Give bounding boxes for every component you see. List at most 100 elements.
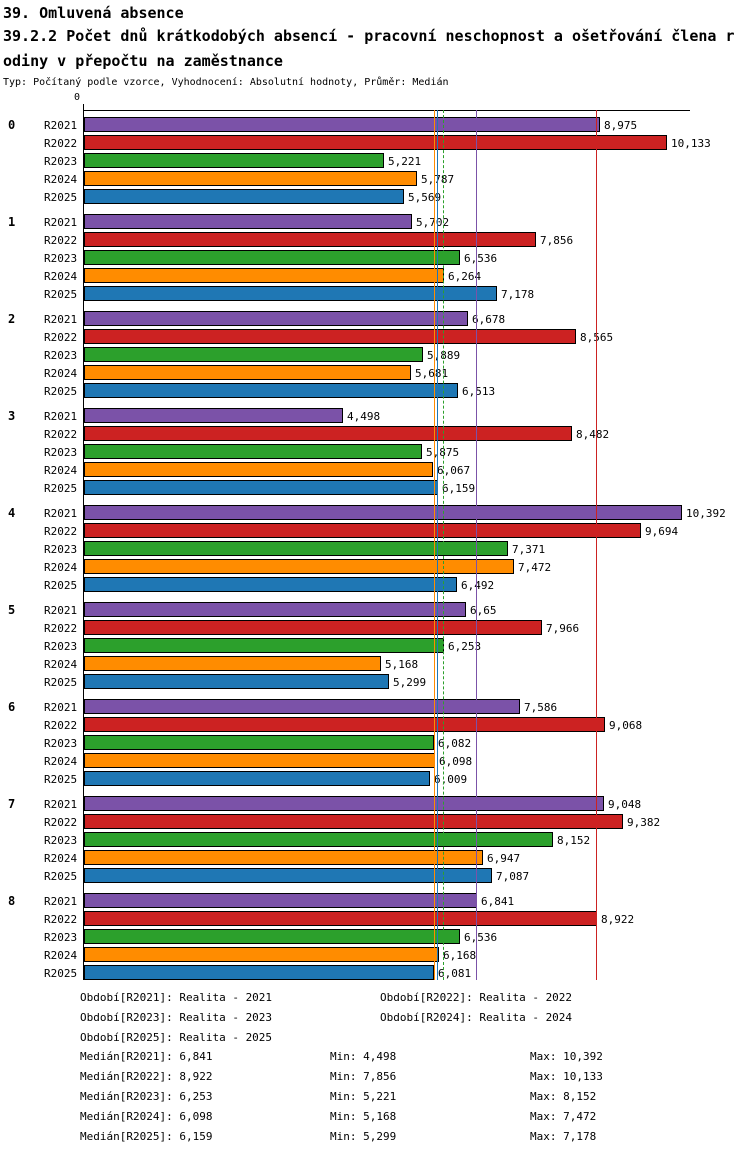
bar-7-R2025	[84, 868, 492, 883]
bar-series-label-7-R2022: R2022	[44, 816, 78, 829]
bar-value-5-R2024: 5,168	[385, 658, 419, 671]
bar-0-R2025	[84, 189, 404, 204]
bar-1-R2021	[84, 214, 412, 229]
bar-value-3-R2025: 6,159	[442, 482, 476, 495]
legend: Období[R2021]: Realita - 2021 Období[R20…	[0, 991, 750, 1049]
bar-value-6-R2023: 6,082	[438, 737, 472, 750]
bar-value-3-R2021: 4,498	[347, 410, 381, 423]
bar-3-R2021	[84, 408, 343, 423]
bar-value-8-R2022: 8,922	[601, 913, 635, 926]
bar-series-label-6-R2022: R2022	[44, 719, 78, 732]
bar-series-label-5-R2025: R2025	[44, 676, 78, 689]
bar-series-label-6-R2023: R2023	[44, 737, 78, 750]
bar-series-label-8-R2025: R2025	[44, 967, 78, 980]
stat-min-r2021: Min: 4,498	[330, 1050, 397, 1063]
stats-table: Medián[R2021]: 6,841 Min: 4,498 Max: 10,…	[0, 1050, 750, 1154]
bar-value-3-R2023: 5,875	[426, 446, 460, 459]
bar-value-7-R2025: 7,087	[496, 870, 530, 883]
bar-value-4-R2022: 9,694	[645, 525, 679, 538]
bar-value-1-R2021: 5,702	[416, 216, 450, 229]
bar-5-R2021	[84, 602, 466, 617]
legend-item-r2025: Období[R2025]: Realita - 2025	[80, 1031, 273, 1044]
group-label-1: 1	[8, 215, 16, 229]
group-label-4: 4	[8, 506, 16, 520]
bar-series-label-3-R2025: R2025	[44, 482, 78, 495]
bar-value-5-R2023: 6,253	[448, 640, 482, 653]
report-subtitle-wrap: odiny v přepočtu na zaměstnance	[3, 52, 283, 70]
bar-6-R2023	[84, 735, 434, 750]
bar-3-R2022	[84, 426, 572, 441]
stat-min-r2022: Min: 7,856	[330, 1070, 397, 1083]
bar-7-R2024	[84, 850, 483, 865]
bar-value-8-R2025: 6,081	[438, 967, 472, 980]
report-subtitle: 39.2.2 Počet dnů krátkodobých absencí - …	[3, 27, 735, 45]
bar-series-label-6-R2021: R2021	[44, 701, 78, 714]
bar-7-R2023	[84, 832, 553, 847]
bar-value-4-R2025: 6,492	[461, 579, 495, 592]
bar-series-label-5-R2024: R2024	[44, 658, 78, 671]
bar-series-label-2-R2022: R2022	[44, 331, 78, 344]
stat-max-r2023: Max: 8,152	[530, 1090, 597, 1103]
bar-series-label-6-R2024: R2024	[44, 755, 78, 768]
bar-4-R2024	[84, 559, 514, 574]
bar-6-R2024	[84, 753, 435, 768]
group-label-6: 6	[8, 700, 16, 714]
stat-median-r2023: Medián[R2023]: 6,253	[80, 1090, 213, 1103]
bar-value-3-R2024: 6,067	[437, 464, 471, 477]
bar-series-label-4-R2024: R2024	[44, 561, 78, 574]
bar-value-7-R2022: 9,382	[627, 816, 661, 829]
bar-value-5-R2025: 5,299	[393, 676, 427, 689]
bar-value-6-R2024: 6,098	[439, 755, 473, 768]
bar-value-4-R2024: 7,472	[518, 561, 552, 574]
bar-series-label-0-R2024: R2024	[44, 173, 78, 186]
bar-series-label-8-R2022: R2022	[44, 913, 78, 926]
bar-7-R2022	[84, 814, 623, 829]
bar-series-label-5-R2021: R2021	[44, 604, 78, 617]
bar-value-7-R2024: 6,947	[487, 852, 521, 865]
stat-median-r2022: Medián[R2022]: 8,922	[80, 1070, 213, 1083]
bar-series-label-0-R2022: R2022	[44, 137, 78, 150]
bar-3-R2025	[84, 480, 438, 495]
bar-series-label-4-R2021: R2021	[44, 507, 78, 520]
bar-value-7-R2023: 8,152	[557, 834, 591, 847]
bar-series-label-4-R2022: R2022	[44, 525, 78, 538]
bar-value-7-R2021: 9,048	[608, 798, 642, 811]
bar-series-label-1-R2024: R2024	[44, 270, 78, 283]
bar-value-6-R2021: 7,586	[524, 701, 558, 714]
bar-8-R2023	[84, 929, 460, 944]
bar-value-1-R2024: 6,264	[448, 270, 482, 283]
bar-series-label-2-R2021: R2021	[44, 313, 78, 326]
bar-5-R2022	[84, 620, 542, 635]
bar-6-R2025	[84, 771, 430, 786]
bar-series-label-2-R2025: R2025	[44, 385, 78, 398]
bar-6-R2022	[84, 717, 605, 732]
bar-series-label-3-R2023: R2023	[44, 446, 78, 459]
stat-max-r2022: Max: 10,133	[530, 1070, 603, 1083]
bar-1-R2023	[84, 250, 460, 265]
bar-value-8-R2021: 6,841	[481, 895, 515, 908]
stat-min-r2024: Min: 5,168	[330, 1110, 397, 1123]
bar-series-label-2-R2023: R2023	[44, 349, 78, 362]
bar-value-3-R2022: 8,482	[576, 428, 610, 441]
bar-value-5-R2022: 7,966	[546, 622, 580, 635]
stat-max-r2024: Max: 7,472	[530, 1110, 597, 1123]
stat-min-r2023: Min: 5,221	[330, 1090, 397, 1103]
legend-item-r2024: Období[R2024]: Realita - 2024	[380, 1011, 573, 1024]
bar-series-label-8-R2023: R2023	[44, 931, 78, 944]
bar-value-0-R2025: 5,569	[408, 191, 442, 204]
stat-min-r2025: Min: 5,299	[330, 1130, 397, 1143]
bar-value-6-R2022: 9,068	[609, 719, 643, 732]
bar-series-label-1-R2023: R2023	[44, 252, 78, 265]
median-line-R2021	[476, 110, 477, 980]
bar-series-label-3-R2022: R2022	[44, 428, 78, 441]
stat-median-r2024: Medián[R2024]: 6,098	[80, 1110, 213, 1123]
bar-0-R2023	[84, 153, 384, 168]
bar-value-1-R2025: 7,178	[501, 288, 535, 301]
stat-max-r2021: Max: 10,392	[530, 1050, 603, 1063]
bar-series-label-0-R2025: R2025	[44, 191, 78, 204]
bar-8-R2025	[84, 965, 434, 980]
x-axis-zero-label: 0	[74, 92, 81, 103]
bar-series-label-7-R2024: R2024	[44, 852, 78, 865]
median-line-R2022	[596, 110, 597, 980]
stat-median-r2025: Medián[R2025]: 6,159	[80, 1130, 213, 1143]
